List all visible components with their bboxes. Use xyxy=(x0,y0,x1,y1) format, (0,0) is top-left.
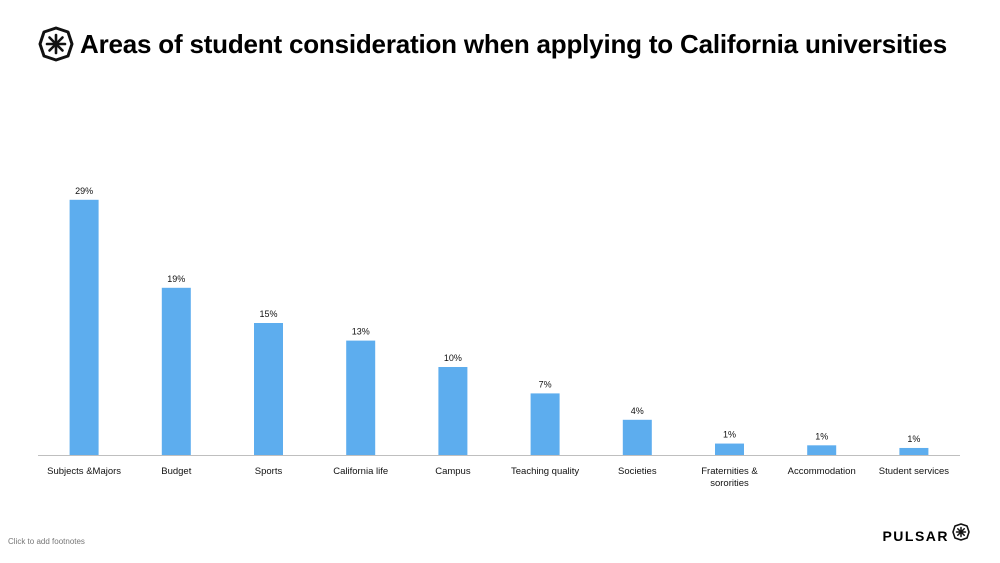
category-label: California life xyxy=(333,466,388,477)
brand: PULSAR xyxy=(882,523,970,544)
bar xyxy=(530,393,560,455)
bar xyxy=(438,367,468,455)
category-label: Accommodation xyxy=(788,466,856,477)
bar xyxy=(622,419,652,455)
bar xyxy=(161,287,191,455)
category-label-line: Subjects &Majors xyxy=(47,466,121,477)
category-label: Budget xyxy=(161,466,191,477)
category-label-line: sororities xyxy=(710,478,749,489)
pulsar-logo-icon xyxy=(38,26,74,62)
category-label: Sports xyxy=(255,466,283,477)
category-label: Subjects &Majors xyxy=(47,466,121,477)
category-label: Student services xyxy=(879,466,949,477)
bar xyxy=(69,199,99,455)
category-label-line: Campus xyxy=(435,466,471,477)
category-label: Societies xyxy=(618,466,657,477)
title-row: Areas of student consideration when appl… xyxy=(38,26,947,62)
data-label: 1% xyxy=(907,434,920,444)
data-label: 10% xyxy=(444,353,462,363)
category-label-line: Sports xyxy=(255,466,283,477)
category-label: Fraternities & sororities xyxy=(701,466,758,489)
bar xyxy=(807,445,837,455)
data-label: 1% xyxy=(723,430,736,440)
bar xyxy=(254,323,283,455)
data-label: 4% xyxy=(631,406,644,416)
page-title: Areas of student consideration when appl… xyxy=(80,28,948,59)
category-label-line: Budget xyxy=(161,466,191,477)
data-label: 19% xyxy=(167,274,185,284)
category-label-line: Student services xyxy=(879,466,949,477)
category-label: Campus xyxy=(435,466,471,477)
data-label: 29% xyxy=(75,186,93,196)
footnote[interactable]: Click to add footnotes xyxy=(8,537,85,546)
data-label: 1% xyxy=(815,431,828,441)
pulsar-mark-icon xyxy=(952,523,970,541)
category-label-line: Societies xyxy=(618,466,657,477)
category-label-line: California life xyxy=(333,466,388,477)
bar xyxy=(715,443,744,455)
data-label: 7% xyxy=(539,379,552,389)
category-label-line: Teaching quality xyxy=(511,466,579,477)
brand-name: PULSAR xyxy=(882,528,949,544)
category-label-line: Accommodation xyxy=(788,466,856,477)
bar xyxy=(346,340,376,455)
bar xyxy=(899,447,929,455)
category-label: Teaching quality xyxy=(511,466,579,477)
category-label-line: Fraternities & xyxy=(701,466,758,477)
data-label: 13% xyxy=(352,327,370,337)
data-label: 15% xyxy=(259,309,277,319)
